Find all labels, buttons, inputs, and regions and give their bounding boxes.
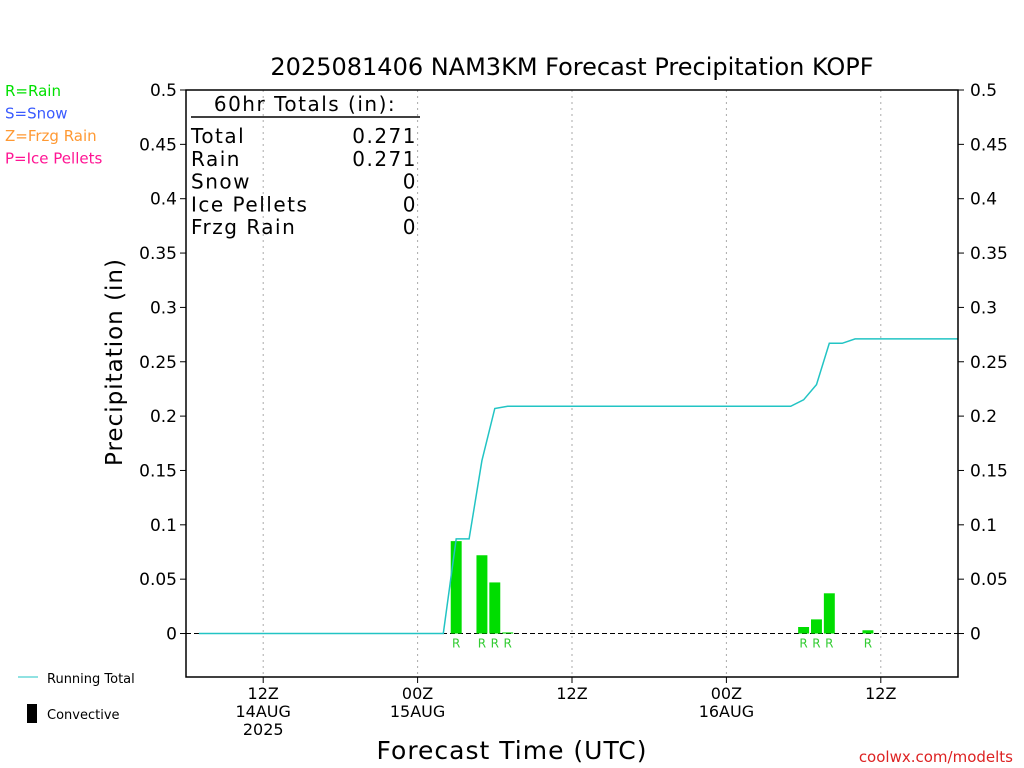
ptype-label: R bbox=[825, 637, 833, 651]
precip-bar bbox=[450, 541, 462, 634]
y-tick-label: 0.25 bbox=[139, 353, 177, 373]
x-tick-label: 00Z bbox=[711, 684, 742, 703]
precip-bar bbox=[476, 555, 488, 634]
totals-row-label: Rain bbox=[191, 147, 241, 171]
y-tick-label: 0.5 bbox=[150, 81, 177, 101]
y-tick-label: 0.2 bbox=[970, 407, 997, 427]
ptype-legend: R=Rain S=Snow Z=Frzg Rain P=Ice Pellets bbox=[5, 82, 102, 168]
y-axis-right: 0 0.05 0.1 0.15 0.2 0.25 0.3 0.35 0.4 0.45 0.5 bbox=[958, 81, 1008, 645]
totals-row-label: Ice Pellets bbox=[191, 192, 308, 216]
y-tick-label: 0.25 bbox=[970, 353, 1008, 373]
y-tick-label: 0.45 bbox=[970, 135, 1008, 155]
y-axis-label: Precipitation (in) bbox=[102, 258, 128, 466]
precip-bar bbox=[862, 630, 874, 634]
precip-bar bbox=[489, 582, 501, 634]
y-tick-label: 0.1 bbox=[150, 516, 177, 536]
totals-box: 60hr Totals (in): Total 0.271 Rain 0.271 Snow… bbox=[190, 92, 420, 239]
y-tick-label: 0.05 bbox=[970, 570, 1008, 590]
totals-row-label: Total bbox=[190, 124, 245, 148]
y-tick-label: 0.35 bbox=[970, 244, 1008, 264]
series-legend-label: Convective bbox=[47, 708, 120, 723]
totals-row-label: Snow bbox=[191, 170, 251, 194]
ptype-label: R bbox=[491, 637, 499, 651]
precip-bar bbox=[810, 619, 822, 634]
grid-lines bbox=[262, 90, 882, 677]
ptype-key-item: P=Ice Pellets bbox=[5, 150, 102, 168]
x-tick-label: 12Z bbox=[556, 684, 587, 703]
totals-row-value: 0 bbox=[403, 192, 417, 216]
y-tick-label: 0 bbox=[166, 625, 177, 645]
ptype-label: R bbox=[864, 637, 872, 651]
series-legend: Running Total Convective bbox=[18, 672, 135, 723]
y-tick-label: 0.35 bbox=[139, 244, 177, 264]
running-total-series bbox=[198, 338, 958, 635]
y-tick-label: 0.5 bbox=[970, 81, 997, 101]
totals-row-label: Frzg Rain bbox=[191, 215, 296, 239]
y-tick-label: 0.3 bbox=[970, 298, 997, 318]
y-axis-left: 0 0.05 0.1 0.15 0.2 0.25 0.3 0.35 0.4 0.45 0.5 bbox=[139, 81, 186, 645]
totals-header: 60hr Totals (in): bbox=[214, 92, 396, 116]
totals-row-value: 0.271 bbox=[352, 124, 417, 148]
series-legend-label: Running Total bbox=[47, 672, 135, 687]
precip-bar bbox=[502, 632, 514, 634]
convective-swatch bbox=[27, 704, 37, 723]
y-tick-label: 0.15 bbox=[139, 461, 177, 481]
precip-bar bbox=[823, 593, 835, 634]
y-tick-label: 0.15 bbox=[970, 461, 1008, 481]
ptype-key-item: Z=Frzg Rain bbox=[5, 127, 97, 145]
ptype-label: R bbox=[799, 637, 807, 651]
x-tick-label: 16AUG bbox=[699, 702, 754, 721]
x-tick-label: 14AUG bbox=[235, 702, 290, 721]
credit-text: coolwx.com/modelts bbox=[859, 748, 1013, 766]
totals-row-value: 0 bbox=[403, 215, 417, 239]
x-tick-label: 12Z bbox=[248, 684, 279, 703]
y-tick-label: 0.2 bbox=[150, 407, 177, 427]
running-total-line bbox=[198, 338, 958, 635]
y-tick-label: 0.4 bbox=[150, 190, 177, 210]
ptype-key-item: R=Rain bbox=[5, 82, 61, 100]
x-tick-label: 12Z bbox=[865, 684, 896, 703]
chart-title: 2025081406 NAM3KM Forecast Precipitation… bbox=[270, 53, 873, 81]
y-tick-label: 0.45 bbox=[139, 135, 177, 155]
x-tick-label: 00Z bbox=[402, 684, 433, 703]
ptype-label: R bbox=[503, 637, 511, 651]
y-tick-label: 0 bbox=[970, 625, 981, 645]
y-tick-label: 0.3 bbox=[150, 298, 177, 318]
totals-row-value: 0 bbox=[403, 170, 417, 194]
ptype-label: R bbox=[812, 637, 820, 651]
totals-row-value: 0.271 bbox=[352, 147, 417, 171]
precip-bar bbox=[798, 626, 810, 634]
x-tick-label: 2025 bbox=[243, 720, 284, 739]
x-axis-label: Forecast Time (UTC) bbox=[377, 736, 648, 765]
ptype-key-item: S=Snow bbox=[5, 105, 68, 123]
ptype-label: R bbox=[478, 637, 486, 651]
x-tick-label: 15AUG bbox=[390, 702, 445, 721]
bars bbox=[450, 541, 874, 634]
y-tick-label: 0.05 bbox=[139, 570, 177, 590]
y-tick-label: 0.1 bbox=[970, 516, 997, 536]
ptype-label: R bbox=[452, 637, 460, 651]
y-tick-label: 0.4 bbox=[970, 190, 997, 210]
